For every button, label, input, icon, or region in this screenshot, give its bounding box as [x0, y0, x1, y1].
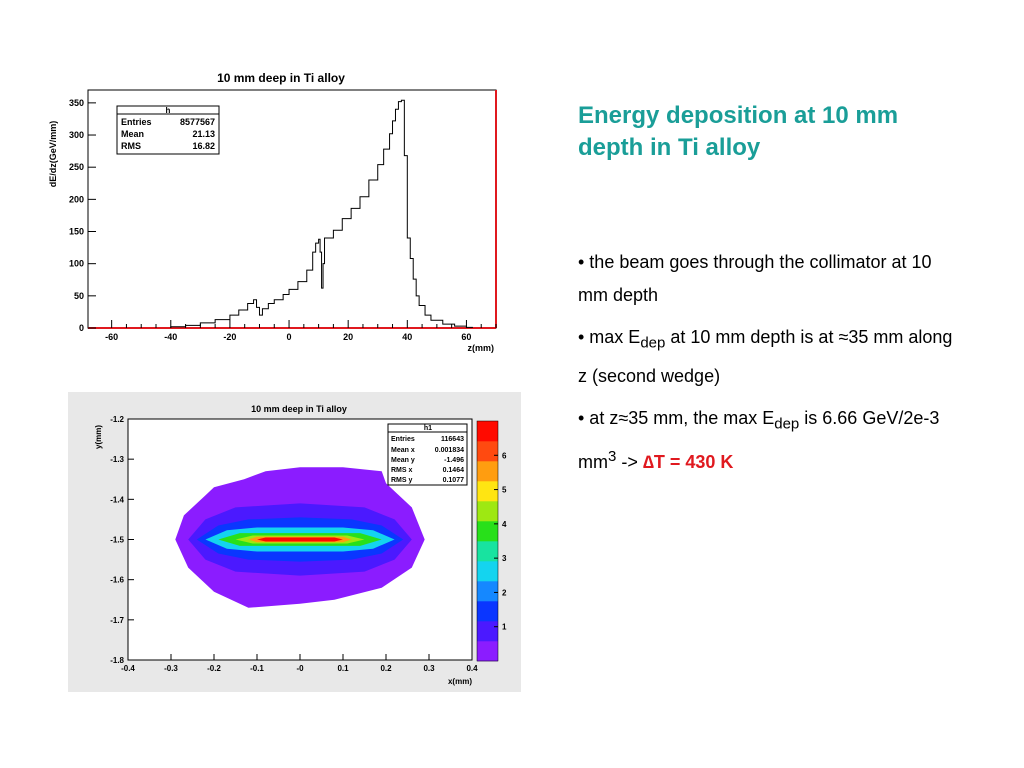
- histogram-y-tick-label: 100: [69, 259, 84, 269]
- heatmap-x-tick-label: 0.2: [380, 664, 392, 673]
- histogram-y-tick-label: 300: [69, 130, 84, 140]
- heatmap-x-tick-label: -0.1: [250, 664, 264, 673]
- heatmap-stats-box: h1 Entries 116643 Mean x 0.001834 Mean y…: [387, 423, 468, 486]
- heatmap-y-tick-label: -1.3: [110, 455, 124, 464]
- stats-label-entries: Entries: [121, 117, 152, 127]
- bullet-item: • the beam goes through the collimator a…: [578, 246, 958, 312]
- delta-t-result: ∆T = 430 K: [642, 452, 734, 473]
- colorbar-band: [477, 441, 498, 462]
- histogram-x-tick-label: -40: [164, 332, 177, 342]
- histogram-y-tick-label: 200: [69, 194, 84, 204]
- histogram-x-tick-label: 40: [402, 332, 412, 342]
- colorbar-band: [477, 601, 498, 622]
- colorbar-band: [477, 581, 498, 602]
- map-stats-label-entries: Entries: [391, 436, 415, 443]
- histogram-x-tick-label: -60: [105, 332, 118, 342]
- heatmap-x-tick-label: 0.1: [337, 664, 349, 673]
- colorbar-tick-label: 2: [502, 588, 507, 597]
- heatmap-figure: 10 mm deep in Ti alloy -1.2-1.3-1.4-1.5-…: [68, 392, 521, 692]
- map-stats-label-mean-y: Mean y: [391, 457, 415, 464]
- heatmap-x-tick-label: -0: [296, 664, 304, 673]
- stats-value-rms: 16.82: [192, 141, 215, 151]
- colorbar-tick-label: 1: [502, 623, 507, 632]
- colorbar-frame: [476, 420, 499, 662]
- bullet-text: is 6.66 GeV/2e-3 mm: [578, 407, 940, 473]
- colorbar-band: [477, 421, 498, 442]
- heatmap-contours: [175, 467, 425, 608]
- colorbar-band: [477, 481, 498, 502]
- colorbar-band: [477, 501, 498, 522]
- colorbar-band: [477, 561, 498, 582]
- map-stats-value-mean-x: 0.001834: [435, 447, 464, 454]
- stats-value-entries: 8577567: [180, 117, 215, 127]
- bullet-text: at 10 mm depth is at ≈35 mm along z (sec…: [578, 327, 953, 386]
- histogram-y-tick-label: 250: [69, 162, 84, 172]
- colorbar-tick-label: 3: [502, 554, 507, 563]
- stats-box-name: h: [166, 106, 171, 115]
- bullet-superscript: 3: [608, 448, 617, 466]
- histogram-x-tick-label: 60: [461, 332, 471, 342]
- colorbar-band: [477, 541, 498, 562]
- bullet-text: • max E: [578, 327, 641, 347]
- colorbar-band: [477, 461, 498, 482]
- heatmap-axes: -1.2 -1.3 -1.4 -1.5 -1.6 -1.7 -1.8-0.4 -0.3 -0.2…: [110, 415, 478, 673]
- heatmap-title: 10 mm deep in Ti alloy: [251, 404, 347, 414]
- map-stats-label-mean-x: Mean x: [391, 447, 415, 454]
- histogram-x-axis-label: z(mm): [468, 343, 495, 353]
- heatmap-contour-band: [257, 537, 343, 542]
- map-stats-value-rms-x: 0.1464: [443, 467, 465, 474]
- heatmap-x-axis-label: x(mm): [448, 677, 472, 686]
- slide-title: Energy deposition at 10 mm depth in Ti a…: [578, 102, 899, 161]
- heatmap-y-tick-label: -1.2: [110, 415, 124, 424]
- colorbar-band: [477, 521, 498, 542]
- bullet-subscript: dep: [774, 415, 800, 433]
- map-stats-value-mean-y: -1.496: [444, 457, 464, 464]
- heatmap-y-tick-label: -1.6: [110, 576, 124, 585]
- colorbar-band: [477, 621, 498, 642]
- heatmap-x-tick-label: -0.2: [207, 664, 221, 673]
- histogram-series-line: [170, 99, 473, 328]
- map-stats-label-rms-x: RMS x: [391, 467, 413, 474]
- heatmap-y-tick-label: -1.5: [110, 536, 124, 545]
- map-stats-value-rms-y: 0.1077: [443, 477, 465, 484]
- bullet-item: • max Edep at 10 mm depth is at ≈35 mm a…: [578, 321, 958, 393]
- bullet-list: • the beam goes through the collimator a…: [578, 246, 958, 488]
- histogram-x-tick-label: 0: [287, 332, 292, 342]
- heatmap-y-axis-label: y(mm): [94, 425, 103, 449]
- histogram-x-tick-label: 20: [343, 332, 353, 342]
- bullet-subscript: dep: [640, 334, 666, 352]
- histogram-x-tick-label: -20: [223, 332, 236, 342]
- histogram-title: 10 mm deep in Ti alloy: [217, 71, 345, 85]
- histogram-y-axis-label: dE/dz(GeV/mm): [48, 121, 58, 188]
- histogram-y-tick-label: 50: [74, 291, 84, 301]
- histogram-y-tick-label: 350: [69, 98, 84, 108]
- bullet-item: • at z≈35 mm, the max Edep is 6.66 GeV/2…: [578, 402, 958, 480]
- histogram-y-tick-label: 150: [69, 227, 84, 237]
- heatmap-colorbar: 1 2 3 4 5 6: [476, 420, 507, 662]
- colorbar-tick-label: 5: [502, 486, 507, 495]
- colorbar-band: [477, 641, 498, 662]
- heatmap-x-tick-label: 0.4: [466, 664, 478, 673]
- map-stats-box-name: h1: [424, 425, 432, 432]
- heatmap-x-tick-label: 0.3: [423, 664, 435, 673]
- colorbar-tick-label: 4: [502, 520, 507, 529]
- stats-value-mean: 21.13: [192, 129, 215, 139]
- map-stats-label-rms-y: RMS y: [391, 477, 413, 484]
- heatmap-x-tick-label: -0.4: [121, 664, 135, 673]
- bullet-text: • at z≈35 mm, the max E: [578, 407, 775, 428]
- map-stats-value-entries: 116643: [441, 436, 464, 443]
- bullet-text: ->: [616, 452, 643, 473]
- stats-label-mean: Mean: [121, 129, 144, 139]
- heatmap-x-tick-label: -0.3: [164, 664, 178, 673]
- histogram-y-tick-label: 0: [79, 323, 84, 333]
- heatmap-y-tick-label: -1.4: [110, 495, 124, 504]
- bullet-text: • the beam goes through the collimator a…: [578, 252, 932, 305]
- heatmap-y-tick-label: -1.7: [110, 616, 124, 625]
- colorbar-tick-label: 6: [502, 451, 507, 460]
- heatmap-y-tick-label: -1.8: [110, 656, 124, 665]
- histogram-figure: 10 mm deep in Ti alloy 05010015020025030…: [48, 71, 497, 353]
- stats-label-rms: RMS: [121, 141, 141, 151]
- histogram-stats-box: h Entries 8577567 Mean 21.13 RMS 16.82: [116, 105, 220, 155]
